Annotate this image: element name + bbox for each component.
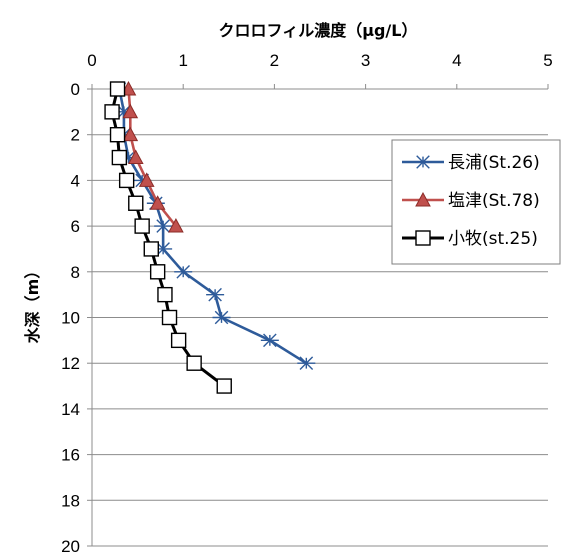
data-point [149, 195, 166, 210]
x-axis-title: クロロフィル濃度（μg/L） [219, 21, 418, 40]
data-point [138, 172, 155, 187]
data-point [149, 264, 166, 280]
x-tick-label: 4 [452, 51, 461, 70]
legend-label: 小牧(st.25) [448, 229, 538, 249]
data-point [216, 378, 232, 394]
y-tick-label: 16 [61, 446, 80, 465]
series-3 [104, 81, 232, 394]
data-point [260, 333, 279, 348]
legend-label: 塩津(St.78) [448, 191, 540, 211]
y-tick-label: 18 [61, 491, 80, 510]
legend-item: 長浦(St.26) [402, 153, 540, 173]
y-tick-label: 6 [71, 217, 80, 236]
data-point [118, 172, 135, 189]
data-point [297, 356, 316, 370]
data-point [174, 265, 193, 279]
series-layer [104, 80, 316, 394]
y-tick-label: 2 [71, 126, 80, 145]
y-tick-label: 4 [71, 171, 80, 190]
x-tick-label: 0 [87, 51, 96, 70]
y-tick-label: 0 [71, 80, 80, 99]
y-tick-label: 12 [61, 354, 80, 373]
data-point [104, 104, 120, 120]
x-tick-label: 3 [361, 51, 370, 70]
data-point [134, 218, 150, 234]
y-tick-label: 10 [61, 309, 80, 328]
legend-marker [414, 155, 432, 169]
data-point [128, 195, 144, 211]
data-point [127, 149, 144, 164]
data-point [122, 126, 139, 142]
legend-item: 小牧(st.25) [402, 229, 538, 249]
data-point [157, 286, 173, 303]
y-tick-label: 8 [71, 263, 80, 282]
data-point [212, 310, 231, 325]
y-tick-label: 20 [61, 537, 80, 556]
legend-label: 長浦(St.26) [448, 153, 540, 173]
data-point [206, 287, 225, 302]
legend: 長浦(St.26) 塩津(St.78) 小牧(st.25) [391, 139, 561, 265]
data-point [122, 103, 139, 119]
data-point [109, 81, 126, 97]
x-tick-label: 1 [178, 51, 187, 70]
legend-marker [415, 230, 431, 246]
legend-marker [415, 191, 431, 207]
data-point [154, 219, 173, 233]
y-axis-title: 水深（m） [23, 263, 42, 344]
data-point [109, 126, 126, 143]
data-point [111, 149, 128, 166]
legend-item: 塩津(St.78) [402, 191, 540, 211]
y-tick-label: 14 [61, 400, 80, 419]
data-point [161, 309, 178, 326]
data-point [170, 332, 187, 349]
data-point [186, 355, 202, 371]
x-tick-label: 5 [543, 51, 552, 70]
x-tick-label: 2 [270, 51, 279, 70]
data-point [168, 218, 184, 233]
axes [87, 84, 549, 547]
data-point [143, 241, 159, 257]
